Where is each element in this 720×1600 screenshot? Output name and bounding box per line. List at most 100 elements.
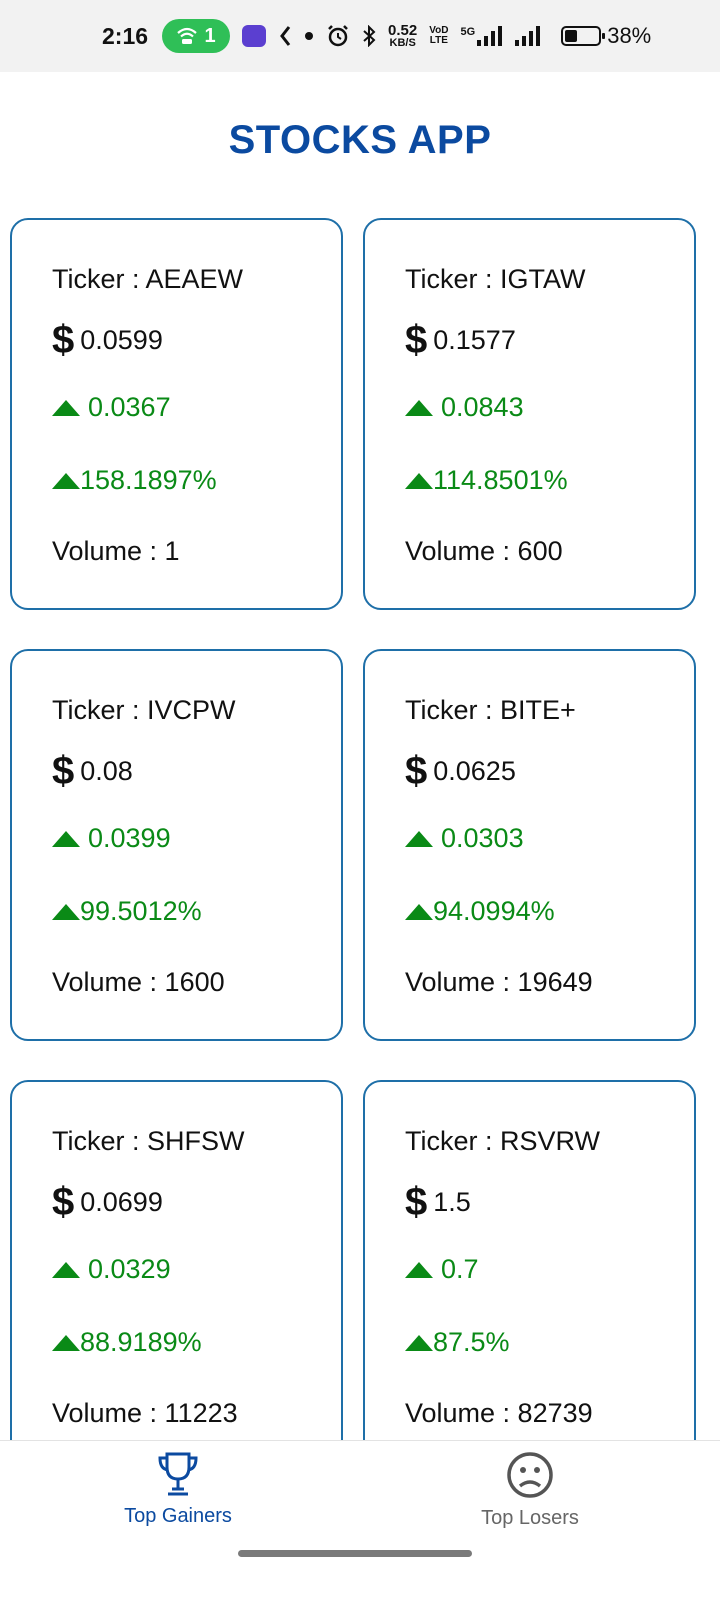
price-value: 0.0599 — [80, 324, 163, 355]
ticker-label: Ticker : SHFSW — [52, 1126, 245, 1156]
price-row: $ 0.08 — [52, 751, 133, 791]
ticker-label: Ticker : IGTAW — [405, 264, 586, 294]
signal-sim2-icon — [515, 26, 545, 46]
hotspot-indicator: 1 — [162, 19, 231, 53]
hotspot-icon — [177, 27, 198, 44]
nav-top-losers[interactable]: Top Losers — [430, 1451, 630, 1551]
volte-top: VoD — [429, 25, 449, 36]
nav-top-gainers[interactable]: Top Gainers — [78, 1451, 278, 1551]
signal-5g: 5G — [461, 26, 504, 46]
triangle-up-icon — [52, 399, 80, 416]
battery-fill — [565, 30, 578, 42]
triangle-up-icon — [52, 1261, 80, 1278]
stock-card[interactable]: Ticker : IGTAW $ 0.1577 0.0843 114.8501%… — [363, 218, 696, 610]
change-value: 0.0329 — [88, 1254, 171, 1284]
stock-card[interactable]: Ticker : IVCPW $ 0.08 0.0399 99.5012% Vo… — [10, 649, 343, 1041]
dollar-icon: $ — [405, 1180, 428, 1224]
trophy-icon — [158, 1452, 198, 1496]
volume-label: Volume : 82739 — [405, 1398, 593, 1428]
net-speed-value: 0.52 — [388, 21, 418, 39]
ticker-label: Ticker : BITE+ — [405, 695, 576, 725]
triangle-up-icon — [405, 399, 433, 416]
status-time: 2:16 — [102, 22, 149, 49]
dollar-icon: $ — [405, 318, 428, 362]
percent-row: 88.9189% — [52, 1327, 202, 1358]
signal-strength-icon — [477, 26, 503, 46]
dollar-icon: $ — [405, 749, 428, 793]
percent-value: 158.1897% — [80, 465, 217, 495]
page-title: STOCKS APP — [228, 118, 492, 162]
volte-bottom: LTE — [429, 35, 448, 46]
volume-label: Volume : 19649 — [405, 967, 593, 997]
stock-card[interactable]: Ticker : RSVRW $ 1.5 0.7 87.5% Volume : … — [363, 1080, 696, 1470]
nav-top-losers-label: Top Losers — [481, 1507, 579, 1529]
change-value: 0.0367 — [88, 392, 171, 422]
price-value: 0.08 — [80, 755, 133, 786]
change-row: 0.0843 — [405, 392, 524, 423]
price-row: $ 0.0699 — [52, 1182, 163, 1222]
price-value: 0.0625 — [433, 755, 516, 786]
percent-row: 114.8501% — [405, 465, 568, 496]
percent-value: 87.5% — [433, 1327, 510, 1357]
price-row: $ 1.5 — [405, 1182, 471, 1222]
hotspot-count: 1 — [204, 24, 216, 47]
triangle-up-icon — [405, 472, 433, 489]
percent-row: 87.5% — [405, 1327, 510, 1358]
net-speed-unit: KB/S — [389, 36, 416, 49]
volume-label: Volume : 11223 — [52, 1398, 238, 1428]
percent-row: 94.0994% — [405, 896, 555, 927]
dollar-icon: $ — [52, 749, 75, 793]
battery-icon — [561, 26, 606, 46]
triangle-up-icon — [405, 830, 433, 847]
triangle-up-icon — [52, 903, 80, 920]
volte-indicator: VoD LTE — [429, 26, 448, 46]
triangle-up-icon — [405, 1261, 433, 1278]
price-value: 1.5 — [433, 1186, 471, 1217]
battery-indicator: 38% — [561, 23, 651, 49]
price-row: $ 0.1577 — [405, 320, 516, 360]
change-value: 0.0399 — [88, 823, 171, 853]
percent-value: 94.0994% — [433, 896, 555, 926]
triangle-up-icon — [52, 1334, 80, 1351]
change-value: 0.7 — [441, 1254, 479, 1284]
change-row: 0.0329 — [52, 1254, 171, 1285]
triangle-up-icon — [405, 1334, 433, 1351]
price-value: 0.0699 — [80, 1186, 163, 1217]
stock-card[interactable]: Ticker : BITE+ $ 0.0625 0.0303 94.0994% … — [363, 649, 696, 1041]
ticker-label: Ticker : RSVRW — [405, 1126, 601, 1156]
change-row: 0.7 — [405, 1254, 479, 1285]
network-type: 5G — [460, 26, 476, 38]
change-row: 0.0399 — [52, 823, 171, 854]
percent-row: 158.1897% — [52, 465, 217, 496]
triangle-up-icon — [52, 830, 80, 847]
price-row: $ 0.0599 — [52, 320, 163, 360]
dollar-icon: $ — [52, 1180, 75, 1224]
nav-top-gainers-label: Top Gainers — [124, 1505, 232, 1527]
sad-face-icon — [507, 1452, 553, 1498]
battery-percent: 38% — [607, 23, 652, 48]
volume-label: Volume : 600 — [405, 536, 563, 566]
triangle-up-icon — [52, 472, 80, 489]
percent-value: 99.5012% — [80, 896, 202, 926]
volume-label: Volume : 1600 — [52, 967, 225, 997]
change-row: 0.0303 — [405, 823, 524, 854]
volume-label: Volume : 1 — [52, 536, 180, 566]
bottom-navigation: Top Gainers Top Losers — [0, 1440, 720, 1600]
game-icon — [242, 25, 267, 47]
net-speed: 0.52 KB/S — [388, 21, 418, 49]
percent-row: 99.5012% — [52, 896, 202, 927]
change-value: 0.0303 — [441, 823, 524, 853]
triangle-up-icon — [405, 903, 433, 920]
status-bar: 2:16 1 0.52 KB/S VoD LTE 5G — [0, 0, 720, 72]
price-row: $ 0.0625 — [405, 751, 516, 791]
stocks-grid: Ticker : AEAEW $ 0.0599 0.0367 158.1897%… — [10, 218, 710, 1470]
percent-value: 88.9189% — [80, 1327, 202, 1357]
stock-card[interactable]: Ticker : SHFSW $ 0.0699 0.0329 88.9189% … — [10, 1080, 343, 1470]
dot-icon — [304, 31, 314, 41]
ticker-label: Ticker : IVCPW — [52, 695, 236, 725]
change-value: 0.0843 — [441, 392, 524, 422]
home-indicator[interactable] — [238, 1550, 472, 1557]
dollar-icon: $ — [52, 318, 75, 362]
change-row: 0.0367 — [52, 392, 171, 423]
stock-card[interactable]: Ticker : AEAEW $ 0.0599 0.0367 158.1897%… — [10, 218, 343, 610]
